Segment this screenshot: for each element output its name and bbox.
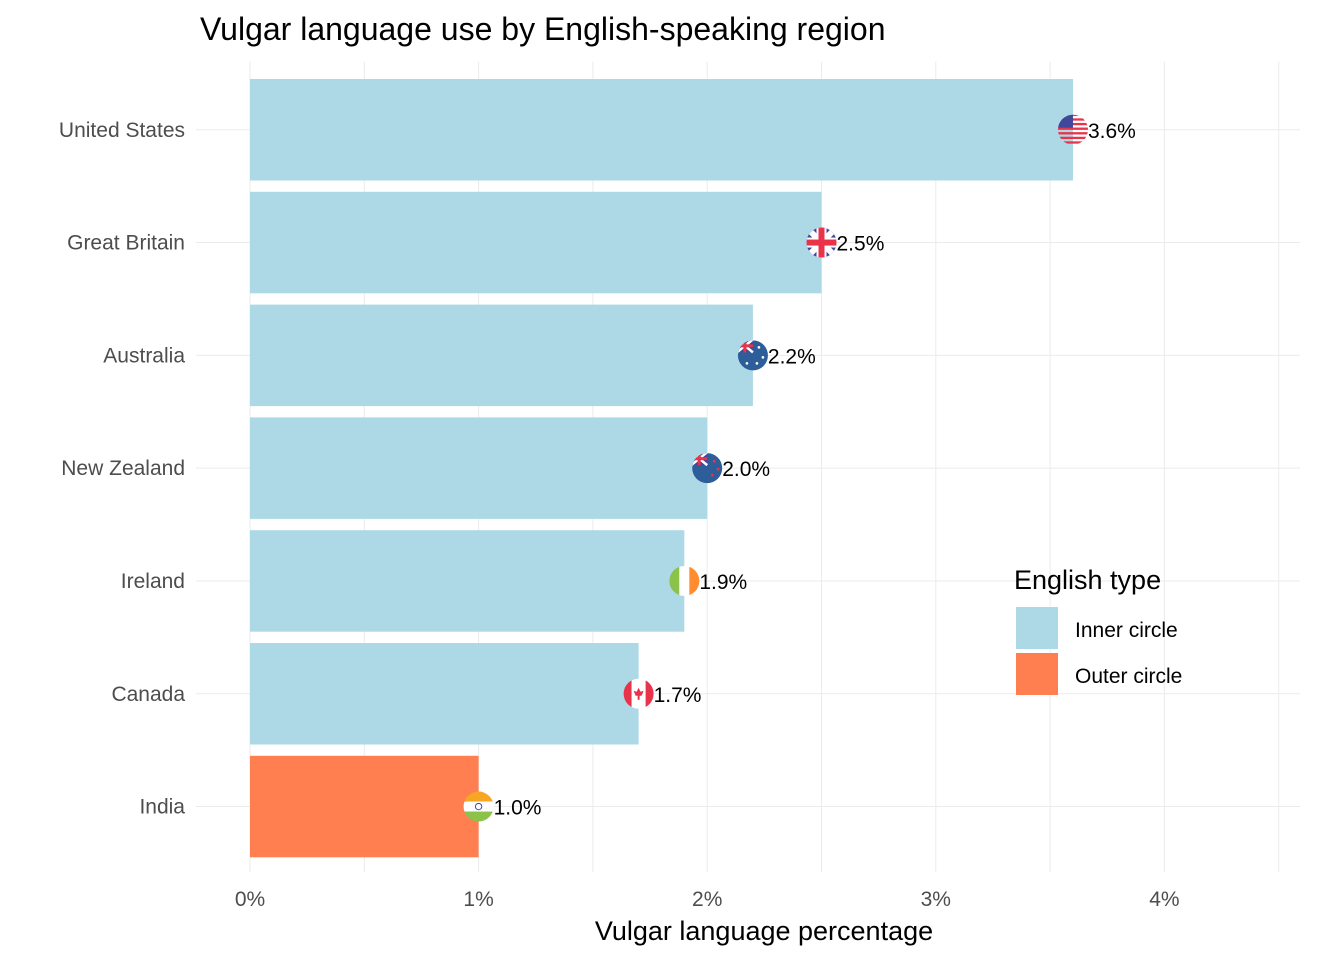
category-label-ireland: Ireland: [121, 570, 185, 593]
category-label-united-states: United States: [59, 119, 185, 142]
x-axis-ticks: 0% 1% 2% 3% 4%: [235, 888, 1180, 911]
ca-flag-icon: [623, 678, 654, 709]
x-tick-label: 4%: [1149, 888, 1179, 911]
legend-key-outer-circle: [1016, 653, 1058, 695]
bars: [250, 79, 1073, 858]
bar-india: [250, 755, 479, 858]
bar-ireland: [250, 530, 685, 632]
value-label-australia: 2.2%: [768, 345, 816, 368]
category-label-australia: Australia: [103, 344, 185, 367]
bar-australia: [250, 304, 753, 407]
chart-title: Vulgar language use by English-speaking …: [200, 11, 886, 47]
value-label-canada: 1.7%: [654, 684, 702, 707]
x-tick-label: 3%: [921, 888, 951, 911]
legend-title: English type: [1014, 565, 1161, 595]
value-label-new-zealand: 2.0%: [722, 458, 770, 481]
value-label-india: 1.0%: [494, 797, 542, 820]
au-flag-icon: [737, 340, 768, 371]
bar-great-britain: [250, 191, 822, 294]
category-label-canada: Canada: [111, 683, 185, 706]
ie-flag-icon: [669, 565, 700, 596]
x-tick-label: 1%: [463, 888, 493, 911]
bar-new-zealand: [250, 417, 708, 519]
value-label-great-britain: 2.5%: [837, 233, 885, 256]
legend-label: Inner circle: [1075, 619, 1178, 642]
value-label-united-states: 3.6%: [1088, 120, 1136, 143]
category-label-india: India: [139, 796, 185, 819]
legend: English type Inner circle Outer circle: [1014, 565, 1182, 695]
x-tick-label: 2%: [692, 888, 722, 911]
in-flag-icon: [463, 791, 494, 822]
x-tick-label: 0%: [235, 888, 265, 911]
legend-key-inner-circle: [1016, 607, 1058, 649]
x-axis-title: Vulgar language percentage: [595, 916, 933, 946]
bar-united-states: [250, 79, 1073, 181]
category-labels: United States Great Britain Australia New Z…: [59, 119, 185, 819]
category-label-new-zealand: New Zealand: [61, 457, 185, 480]
legend-label: Outer circle: [1075, 665, 1182, 688]
category-label-great-britain: Great Britain: [67, 232, 185, 255]
value-label-ireland: 1.9%: [699, 571, 747, 594]
nz-flag-icon: [692, 453, 723, 484]
bar-canada: [250, 643, 639, 745]
